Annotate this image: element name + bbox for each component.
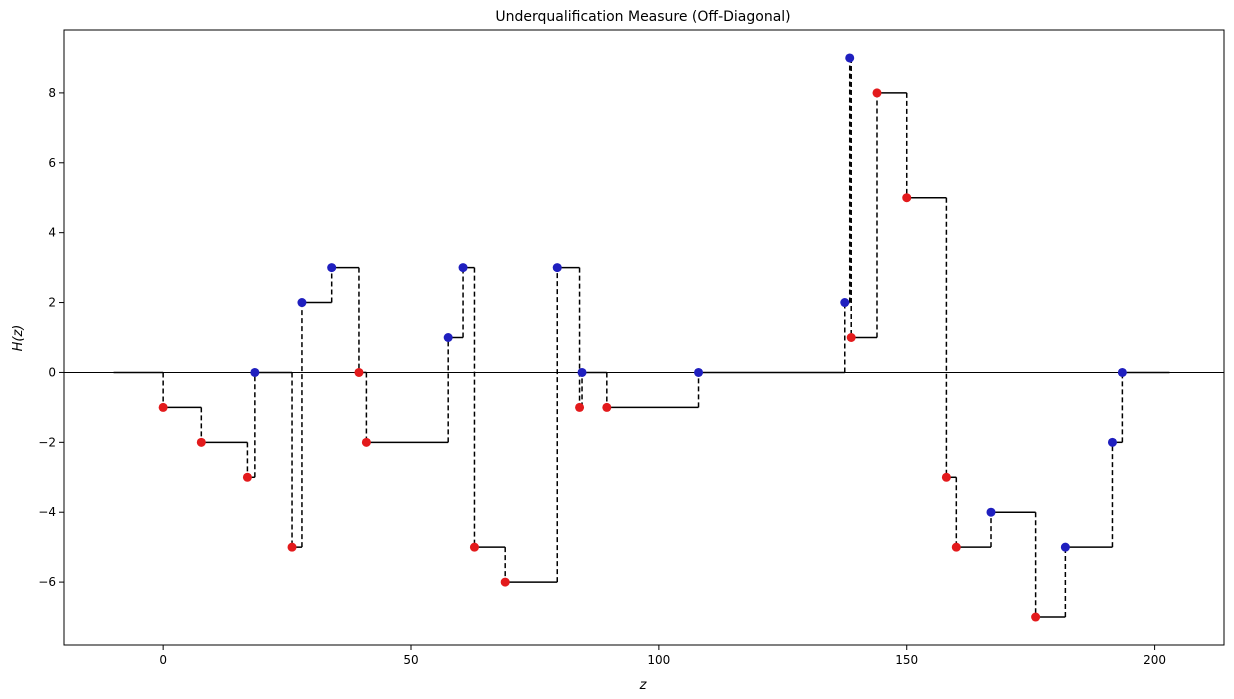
data-point-red xyxy=(242,472,252,482)
data-point-blue xyxy=(458,263,468,273)
x-tick-label: 200 xyxy=(1143,653,1166,667)
data-point-red xyxy=(196,437,206,447)
y-tick-label: 4 xyxy=(48,226,56,240)
data-point-red xyxy=(287,542,297,552)
data-point-blue xyxy=(443,333,453,342)
x-tick-label: 150 xyxy=(895,653,918,667)
y-tick-label: 8 xyxy=(48,86,56,100)
data-point-red xyxy=(951,542,961,552)
data-point-red xyxy=(846,333,856,342)
data-point-blue xyxy=(577,367,587,377)
data-point-blue xyxy=(840,298,850,308)
data-point-red xyxy=(354,367,364,377)
data-point-blue xyxy=(1060,542,1070,552)
data-point-red xyxy=(158,402,168,412)
data-point-red xyxy=(361,437,371,447)
data-point-red xyxy=(469,542,479,552)
data-point-red xyxy=(872,88,882,98)
y-axis-label: H(z) xyxy=(11,325,26,352)
y-tick-label: −4 xyxy=(38,505,56,519)
y-tick-label: −2 xyxy=(38,435,56,449)
chart-title: Underqualification Measure (Off-Diagonal… xyxy=(495,9,790,25)
data-point-blue xyxy=(845,53,855,63)
y-tick-label: −6 xyxy=(38,575,56,589)
x-tick-label: 100 xyxy=(647,653,670,667)
data-point-red xyxy=(500,577,510,587)
data-point-red xyxy=(1031,612,1041,622)
plot-frame xyxy=(63,29,1225,646)
data-point-blue xyxy=(694,367,704,377)
plot-area xyxy=(64,53,1224,622)
data-point-blue xyxy=(1107,437,1117,447)
y-tick-label: 6 xyxy=(48,156,56,170)
data-point-blue xyxy=(552,263,562,273)
data-point-red xyxy=(902,193,912,203)
data-point-blue xyxy=(327,263,337,273)
axes: 0 50 100 150 200 −6 −4 −2 0 2 4 6 8 xyxy=(38,29,1225,667)
x-tick-label: 50 xyxy=(403,653,418,667)
data-point-red xyxy=(941,472,951,482)
data-point-blue xyxy=(1117,367,1127,377)
data-point-red xyxy=(575,402,585,412)
y-tick-label: 2 xyxy=(48,296,56,310)
x-axis-label: z xyxy=(639,678,648,693)
x-tick-label: 0 xyxy=(159,653,167,667)
data-point-blue xyxy=(297,298,307,308)
y-tick-label: 0 xyxy=(48,365,56,379)
data-point-blue xyxy=(986,507,996,517)
data-point-red xyxy=(602,402,612,412)
data-point-blue xyxy=(250,367,260,377)
